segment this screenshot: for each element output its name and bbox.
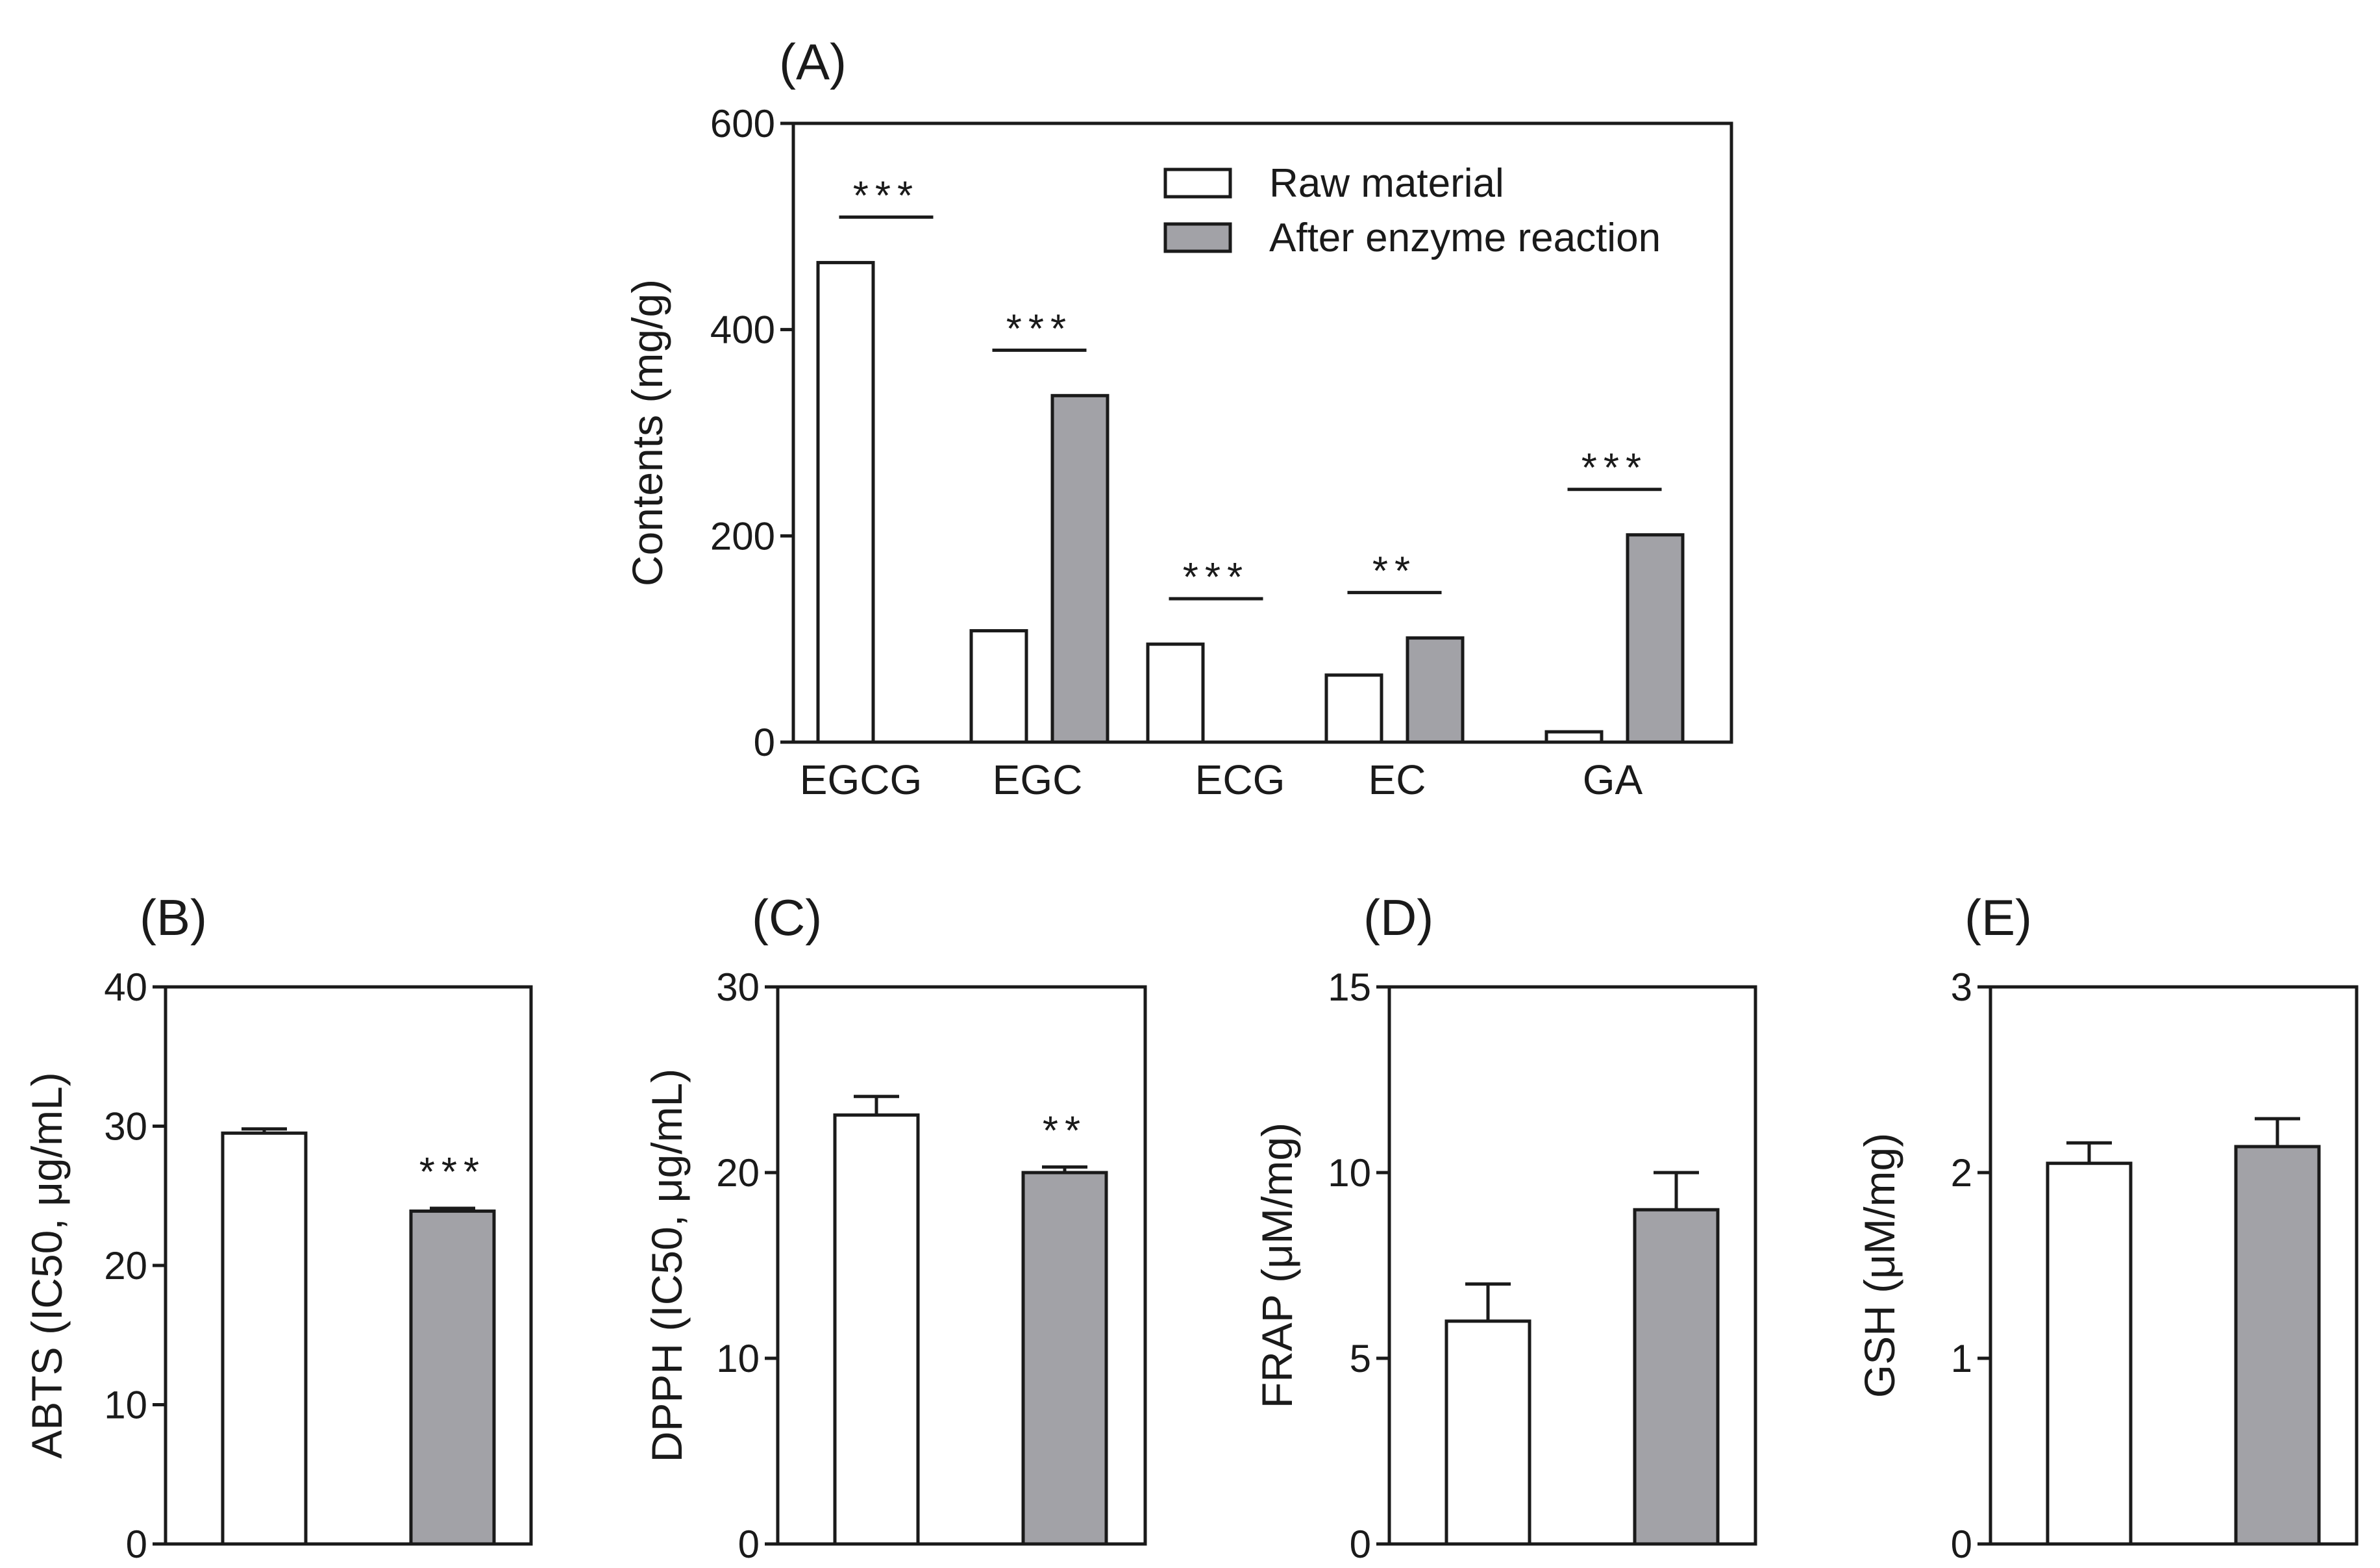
panel-e-axis-frame (1989, 985, 2359, 1546)
panel-a-panel-label: (A) (779, 33, 847, 90)
panel-c-axis-frame (776, 985, 1147, 1546)
panel-a-y-tick-label: 600 (710, 102, 775, 145)
significance-marker: *** (1581, 446, 1648, 491)
panel-a-y-tick-label: 200 (710, 514, 775, 558)
x-category-label: ECG (1195, 756, 1285, 803)
x-category-label: GA (1583, 756, 1643, 803)
panel-a-y-tick-label: 400 (710, 308, 775, 352)
panel-a-chart: 0 200 400 600 Contents (mg/g) (A) EGCG *** EGC **… (623, 33, 1733, 803)
panel-e-y-axis-title: GSH (μM/mg) (1855, 1133, 1903, 1398)
significance-marker: *** (1183, 555, 1249, 600)
panel-e-chart: 0 1 2 3 GSH (μM/mg) (E) (1855, 889, 2359, 1566)
x-category-label: EC (1369, 756, 1426, 803)
panel-e-y-tick-label: 0 (1951, 1523, 1972, 1566)
panel-d-chart: 0 5 10 15 FRAP (μM/mg) (D) (1253, 889, 1757, 1566)
bar-raw-ecg (1146, 642, 1205, 744)
legend-swatch-raw (1163, 168, 1232, 199)
panel-c-y-tick-label: 20 (716, 1151, 760, 1195)
panel-d-bar-raw (1444, 1319, 1531, 1546)
panel-b-error-bar-raw (242, 1127, 287, 1134)
legend-swatch-enzyme (1163, 222, 1232, 253)
panel-b-y-tick-label: 40 (104, 965, 147, 1009)
panel-e-bar-raw (2046, 1162, 2133, 1546)
panel-d-panel-label: (D) (1363, 889, 1433, 946)
panel-b-significance-marker: *** (419, 1150, 486, 1195)
panel-d-bar-enzyme (1633, 1208, 1720, 1546)
panel-b-chart: 0 10 20 30 40 ABTS (IC50, μg/mL) (B) *** (23, 889, 533, 1566)
panel-e-y-tick-label: 2 (1951, 1151, 1972, 1195)
panel-e-y-tick-label: 1 (1951, 1337, 1972, 1380)
bar-raw-egcg (816, 260, 875, 744)
bar-raw-egc (969, 628, 1028, 744)
x-category-label: EGCG (800, 756, 922, 803)
legend-label-raw: Raw material (1269, 161, 1504, 206)
panel-d-error-bar-enzyme (1654, 1171, 1699, 1210)
panel-c-error-bar-raw (854, 1095, 899, 1115)
panel-d-y-axis-title: FRAP (μM/mg) (1253, 1123, 1301, 1408)
panel-b-y-tick-label: 10 (104, 1384, 147, 1427)
panel-d-axis-frame (1387, 985, 1757, 1546)
panel-c-y-tick-label: 0 (738, 1523, 760, 1566)
panel-c-bar-raw (833, 1113, 920, 1546)
panel-c-significance-marker: ** (1043, 1108, 1087, 1153)
panel-b-error-bar-enzyme (430, 1206, 475, 1212)
panel-b-y-tick-label: 20 (104, 1244, 147, 1288)
panel-d-y-tick-label: 15 (1328, 965, 1371, 1009)
significance-marker: ** (1372, 549, 1417, 594)
significance-marker: *** (853, 173, 919, 218)
panel-b-panel-label: (B) (140, 889, 207, 946)
panel-b-bar-enzyme (409, 1209, 496, 1546)
panel-b-y-axis-title: ABTS (IC50, μg/mL) (23, 1072, 71, 1459)
panel-b-y-tick-label: 0 (126, 1523, 147, 1566)
panel-c-y-tick-label: 30 (716, 965, 760, 1009)
x-category-label: EGC (993, 756, 1083, 803)
panel-e-error-bar-raw (2066, 1141, 2112, 1164)
panel-d-y-tick-label: 10 (1328, 1151, 1371, 1195)
bar-enzyme-ec (1406, 636, 1465, 744)
panel-b-y-tick-label: 30 (104, 1105, 147, 1149)
panel-a-y-tick-label: 0 (754, 721, 775, 764)
legend: Raw material After enzyme reaction (1163, 161, 1661, 260)
panel-e-bar-enzyme (2234, 1145, 2321, 1546)
bar-raw-ga (1544, 730, 1604, 744)
legend-label-enzyme: After enzyme reaction (1269, 216, 1661, 260)
panel-c-panel-label: (C) (752, 889, 822, 946)
panel-d-y-tick-label: 0 (1350, 1523, 1371, 1566)
panel-a-y-axis-title: Contents (mg/g) (623, 279, 671, 586)
panel-c-bar-enzyme (1021, 1171, 1108, 1546)
panel-e-y-tick-label: 3 (1951, 965, 1972, 1009)
panel-d-y-tick-label: 5 (1350, 1337, 1371, 1380)
panel-c-y-axis-title: DPPH (IC50, μg/mL) (643, 1069, 691, 1463)
panel-e-error-bar-enzyme (2255, 1117, 2300, 1147)
bar-enzyme-egc (1050, 393, 1109, 744)
significance-marker: *** (1006, 306, 1072, 351)
panel-a-axis-frame (791, 121, 1733, 744)
panel-e-panel-label: (E) (1965, 889, 2032, 946)
panel-c-y-tick-label: 10 (716, 1337, 760, 1380)
panel-c-error-bar-enzyme (1042, 1165, 1087, 1173)
panel-c-chart: 0 10 20 30 DPPH (IC50, μg/mL) (C) ** (643, 889, 1147, 1566)
panel-d-error-bar-raw (1465, 1282, 1511, 1321)
bar-raw-ec (1324, 673, 1383, 744)
bar-enzyme-ga (1626, 533, 1685, 744)
panel-b-bar-raw (221, 1131, 308, 1546)
